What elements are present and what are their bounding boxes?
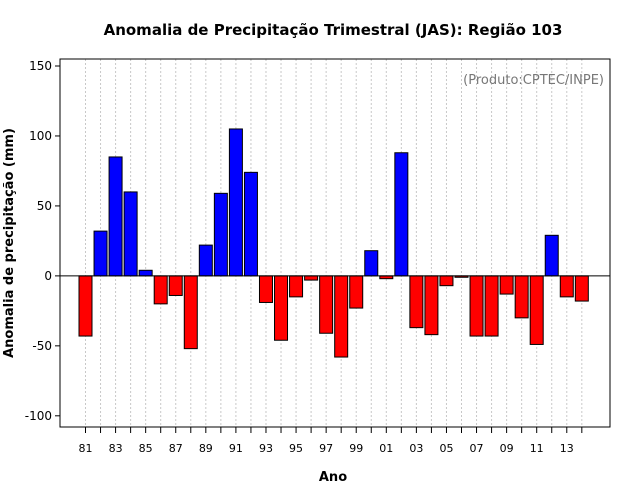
x-tick-label: 01 (379, 442, 393, 455)
y-tick-label: -100 (25, 409, 52, 423)
x-tick-label: 95 (289, 442, 303, 455)
x-tick-label: 99 (349, 442, 363, 455)
bar-86 (153, 275, 168, 305)
y-axis: -100 -50 0 50 100 150 (25, 59, 60, 423)
x-tick-label: 87 (169, 442, 183, 455)
bar-90 (213, 192, 228, 277)
bar-11 (529, 275, 544, 345)
y-axis-label: Anomalia de precipitação (mm) (2, 128, 17, 358)
x-axis-label: Ano (319, 470, 347, 485)
bar-84 (123, 191, 138, 277)
bar-09 (499, 275, 514, 295)
x-tick-label: 07 (470, 442, 484, 455)
x-tick-label: 97 (319, 442, 333, 455)
x-tick-label: 13 (560, 442, 574, 455)
bar-94 (274, 275, 289, 341)
bar-83 (108, 156, 123, 277)
bar-99 (349, 275, 364, 309)
bar-92 (243, 171, 258, 277)
x-tick-label: 85 (139, 442, 153, 455)
y-tick-label: -50 (32, 339, 52, 353)
x-axis: 81 83 85 87 89 91 93 95 97 99 01 03 05 07 09 11 13 (79, 427, 583, 455)
y-tick-label: 50 (37, 199, 52, 213)
bar-07 (469, 275, 484, 337)
source-note: (Produto:CPTEC/INPE) (463, 73, 604, 88)
bar-93 (258, 275, 273, 303)
x-tick-label: 91 (229, 442, 243, 455)
bar-85 (138, 269, 153, 277)
chart-title: Anomalia de Precipitação Trimestral (JAS… (104, 21, 563, 39)
y-tick-label: 0 (44, 269, 52, 283)
x-tick-label: 93 (259, 442, 273, 455)
bar-03 (409, 275, 424, 329)
bar-88 (183, 275, 198, 350)
bar-89 (198, 244, 213, 277)
x-tick-label: 03 (409, 442, 423, 455)
bar-91 (228, 128, 243, 277)
x-tick-label: 83 (109, 442, 123, 455)
bar-81 (78, 275, 93, 337)
bar-82 (93, 230, 108, 277)
bar-04 (424, 275, 439, 336)
x-tick-label: 05 (439, 442, 453, 455)
y-tick-label: 150 (29, 59, 52, 73)
bar-08 (484, 275, 499, 337)
bar-95 (289, 275, 304, 298)
bar-14 (574, 275, 589, 302)
bar-87 (168, 275, 183, 296)
bar-12 (544, 234, 559, 277)
bar-layer (78, 128, 589, 358)
bar-02 (394, 152, 409, 277)
x-tick-label: 09 (500, 442, 514, 455)
plot-frame (59, 58, 611, 428)
bar-10 (514, 275, 529, 319)
bar-13 (559, 275, 574, 298)
bar-96 (304, 275, 319, 281)
y-tick-label: 100 (29, 129, 52, 143)
x-tick-label: 11 (530, 442, 544, 455)
grid-layer (85, 59, 583, 427)
bar-98 (334, 275, 349, 358)
x-tick-label: 89 (199, 442, 213, 455)
bar-05 (439, 275, 454, 287)
x-tick-label: 81 (79, 442, 93, 455)
bar-00 (364, 250, 379, 277)
bar-97 (319, 275, 334, 334)
